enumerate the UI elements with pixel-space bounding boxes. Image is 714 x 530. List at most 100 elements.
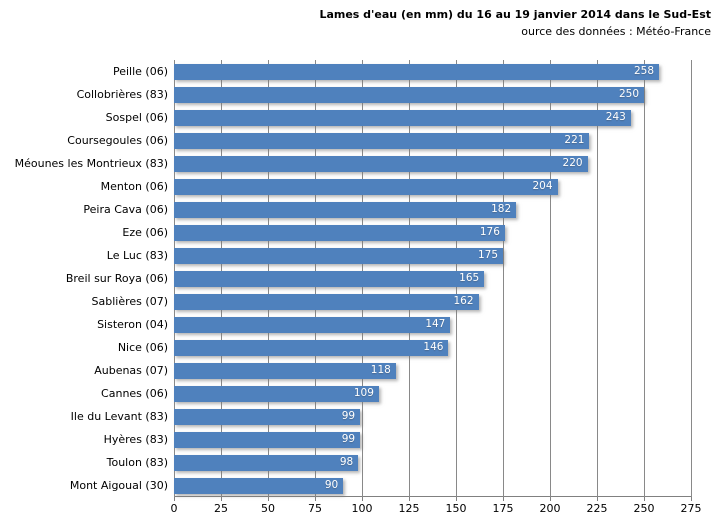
- bar: 220: [174, 155, 588, 172]
- bar: 243: [174, 109, 631, 126]
- bar: 98: [174, 454, 359, 471]
- value-label: 175: [477, 248, 498, 261]
- bar-row: 204: [174, 175, 691, 198]
- bar-row: 146: [174, 336, 691, 359]
- value-label: 162: [453, 294, 474, 307]
- bar: 221: [174, 132, 590, 149]
- x-tick-label: 100: [351, 502, 373, 515]
- bar-row: 182: [174, 198, 691, 221]
- value-label: 118: [370, 363, 391, 376]
- value-label: 146: [423, 340, 444, 353]
- x-tick-label: 175: [492, 502, 514, 515]
- value-label: 98: [339, 455, 354, 468]
- bar: 147: [174, 316, 451, 333]
- category-label: Sablières (07): [91, 295, 168, 308]
- bar-row: 162: [174, 290, 691, 313]
- x-tick-label: 250: [633, 502, 655, 515]
- x-tick-label: 275: [680, 502, 702, 515]
- axis-tick: [409, 497, 410, 501]
- bar: 146: [174, 339, 449, 356]
- value-label: 109: [353, 386, 374, 399]
- bar-row: 220: [174, 152, 691, 175]
- gridline: [644, 60, 645, 497]
- bar: 165: [174, 270, 485, 287]
- category-label: Breil sur Roya (06): [65, 272, 168, 285]
- gridline: [503, 60, 504, 497]
- bar: 204: [174, 178, 558, 195]
- category-label: Toulon (83): [106, 456, 168, 469]
- axis-tick: [221, 497, 222, 501]
- bar: 250: [174, 86, 644, 103]
- value-label: 221: [564, 133, 585, 146]
- gridline: [597, 60, 598, 497]
- category-label: Mont Aigoual (30): [69, 479, 168, 492]
- bar-row: 109: [174, 382, 691, 405]
- x-tick-label: 125: [398, 502, 420, 515]
- category-label: Ile du Levant (83): [70, 410, 168, 423]
- category-label: Coursegoules (06): [67, 134, 168, 147]
- axis-tick: [644, 497, 645, 501]
- category-label: Le Luc (83): [106, 249, 168, 262]
- value-label: 165: [459, 271, 480, 284]
- value-label: 182: [491, 202, 512, 215]
- value-label: 99: [341, 409, 356, 422]
- value-label: 258: [633, 64, 655, 77]
- value-label: 243: [605, 110, 626, 123]
- value-label: 250: [618, 87, 639, 100]
- axis-tick: [362, 497, 363, 501]
- category-label: Sisteron (04): [97, 318, 168, 331]
- x-tick-label: 75: [308, 502, 322, 515]
- category-label: Menton (06): [100, 180, 168, 193]
- value-label: 147: [425, 317, 446, 330]
- category-label: Nice (06): [117, 341, 168, 354]
- category-label: Peille (06): [112, 65, 168, 78]
- bar-row: 243: [174, 106, 691, 129]
- axis-tick: [456, 497, 457, 501]
- x-tick-label: 225: [586, 502, 608, 515]
- bar-row: 175: [174, 244, 691, 267]
- value-label: 176: [479, 225, 500, 238]
- category-label: Collobrières (83): [76, 88, 168, 101]
- x-tick-label: 25: [214, 502, 228, 515]
- gridline: [691, 60, 692, 497]
- value-label: 204: [532, 179, 553, 192]
- x-tick-label: 200: [539, 502, 561, 515]
- axis-tick: [550, 497, 551, 501]
- bar-row: 176: [174, 221, 691, 244]
- value-label: 220: [562, 156, 583, 169]
- category-label: Eze (06): [122, 226, 168, 239]
- category-label: Aubenas (07): [94, 364, 168, 377]
- bar-row: 258: [174, 60, 691, 83]
- x-tick-label: 50: [261, 502, 275, 515]
- x-tick-label: 150: [445, 502, 467, 515]
- bar-row: 147: [174, 313, 691, 336]
- bar-row: 118: [174, 359, 691, 382]
- chart-title: Lames d'eau (en mm) du 16 au 19 janvier …: [319, 8, 711, 21]
- value-label: 99: [341, 432, 356, 445]
- bar: 175: [174, 247, 503, 264]
- x-tick-label: 0: [170, 502, 178, 515]
- axis-tick: [268, 497, 269, 501]
- bar: 182: [174, 201, 517, 218]
- gridline: [550, 60, 551, 497]
- bar-row: 221: [174, 129, 691, 152]
- axis-tick: [691, 497, 692, 501]
- plot-area: 258 250 243 221 220 204 182 176 175 165 162 147 146 1…: [174, 60, 692, 501]
- axis-tick: [174, 497, 175, 501]
- axis-tick: [315, 497, 316, 501]
- bar: 162: [174, 293, 479, 310]
- value-axis: 0 25 50 75 100 125 150 175 200 225 250 275: [170, 502, 702, 520]
- bar: 118: [174, 362, 396, 379]
- bar-row: 98: [174, 451, 691, 474]
- bar-row: 99: [174, 405, 691, 428]
- category-label: Sospel (06): [105, 111, 168, 124]
- bar: 258: [174, 63, 660, 80]
- chart-title-block: Lames d'eau (en mm) du 16 au 19 janvier …: [319, 6, 711, 40]
- bar: 99: [174, 408, 361, 425]
- bar: 176: [174, 224, 505, 241]
- category-label: Méounes les Montrieux (83): [14, 157, 168, 170]
- value-label: 90: [324, 478, 339, 491]
- bar-row: 99: [174, 428, 691, 451]
- bar-row: 165: [174, 267, 691, 290]
